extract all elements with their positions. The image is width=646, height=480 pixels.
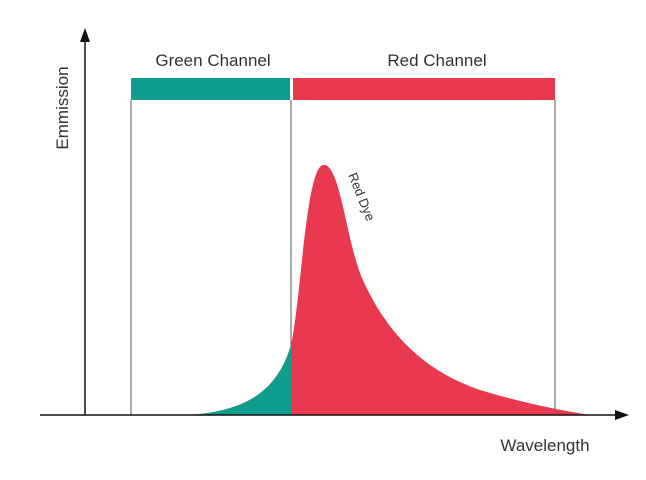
emission-curve (190, 164, 590, 415)
red-channel-label: Red Channel (387, 51, 486, 70)
emission-curve-green-part (190, 345, 291, 415)
curve-label: Red Dye (345, 171, 378, 224)
green-channel-bar (131, 78, 290, 100)
green-channel-label: Green Channel (155, 51, 270, 70)
x-axis-label: Wavelength (500, 436, 589, 455)
red-channel-bar (293, 78, 555, 100)
y-axis-label: Emmission (53, 66, 72, 149)
x-axis-arrow (615, 410, 629, 420)
y-axis-arrow (80, 28, 90, 42)
